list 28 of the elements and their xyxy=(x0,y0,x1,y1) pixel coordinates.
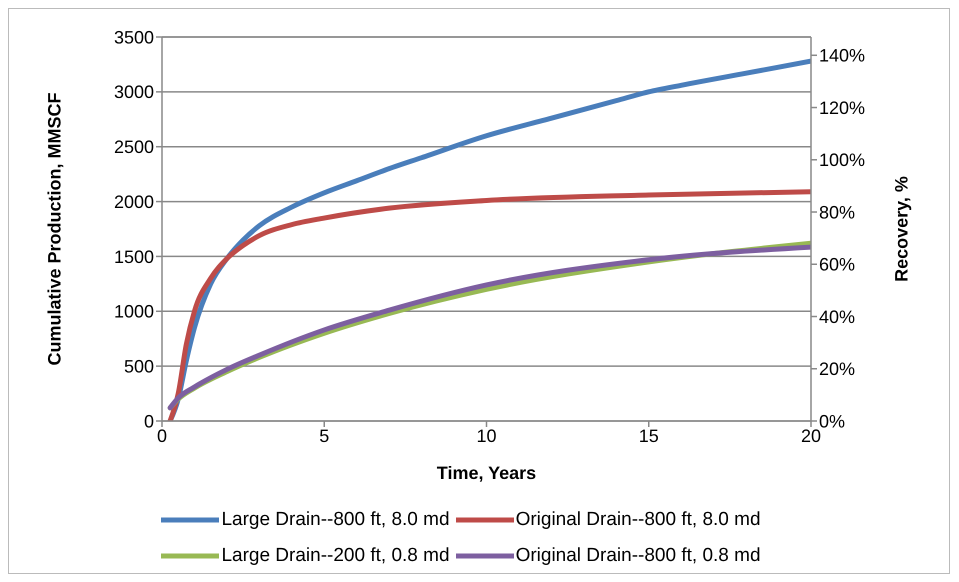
y2-tick-label: 0% xyxy=(819,411,846,432)
y2-tick-label: 140% xyxy=(819,46,866,66)
x-tick-label: 15 xyxy=(638,426,659,446)
legend-label: Large Drain--800 ft, 8.0 md xyxy=(221,509,450,531)
y-tick-label: 500 xyxy=(124,356,154,377)
y2-axis-title: Recovery, % xyxy=(891,176,912,282)
y-tick-label: 1000 xyxy=(114,302,154,322)
y2-tick-label: 120% xyxy=(819,98,866,118)
y-tick-label: 3500 xyxy=(114,27,154,48)
y2-tick-label: 40% xyxy=(819,306,856,327)
y-tick-label: 2500 xyxy=(114,137,154,158)
x-tick-label: 20 xyxy=(800,426,822,446)
x-tick-label: 0 xyxy=(156,426,168,446)
y2-tick-label: 20% xyxy=(819,359,856,380)
y2-tick-label: 60% xyxy=(819,254,856,275)
legend-label: Original Drain--800 ft, 8.0 md xyxy=(516,509,761,531)
y2-tick-label: 100% xyxy=(819,150,866,170)
x-tick-label: 10 xyxy=(476,426,497,446)
legend-label: Original Drain--800 ft, 0.8 md xyxy=(516,545,761,567)
y-tick-label: 3000 xyxy=(114,82,154,102)
y-axis-title: Cumulative Production, MMSCF xyxy=(44,92,64,366)
y-tick-label: 2000 xyxy=(114,192,154,212)
y-tick-label: 1500 xyxy=(114,246,154,267)
x-axis-title: Time, Years xyxy=(436,463,536,483)
x-tick-label: 5 xyxy=(319,426,330,446)
legend-label: Large Drain--200 ft, 0.8 md xyxy=(221,545,450,567)
y2-tick-label: 80% xyxy=(819,202,856,222)
y-tick-label: 0 xyxy=(144,411,154,432)
